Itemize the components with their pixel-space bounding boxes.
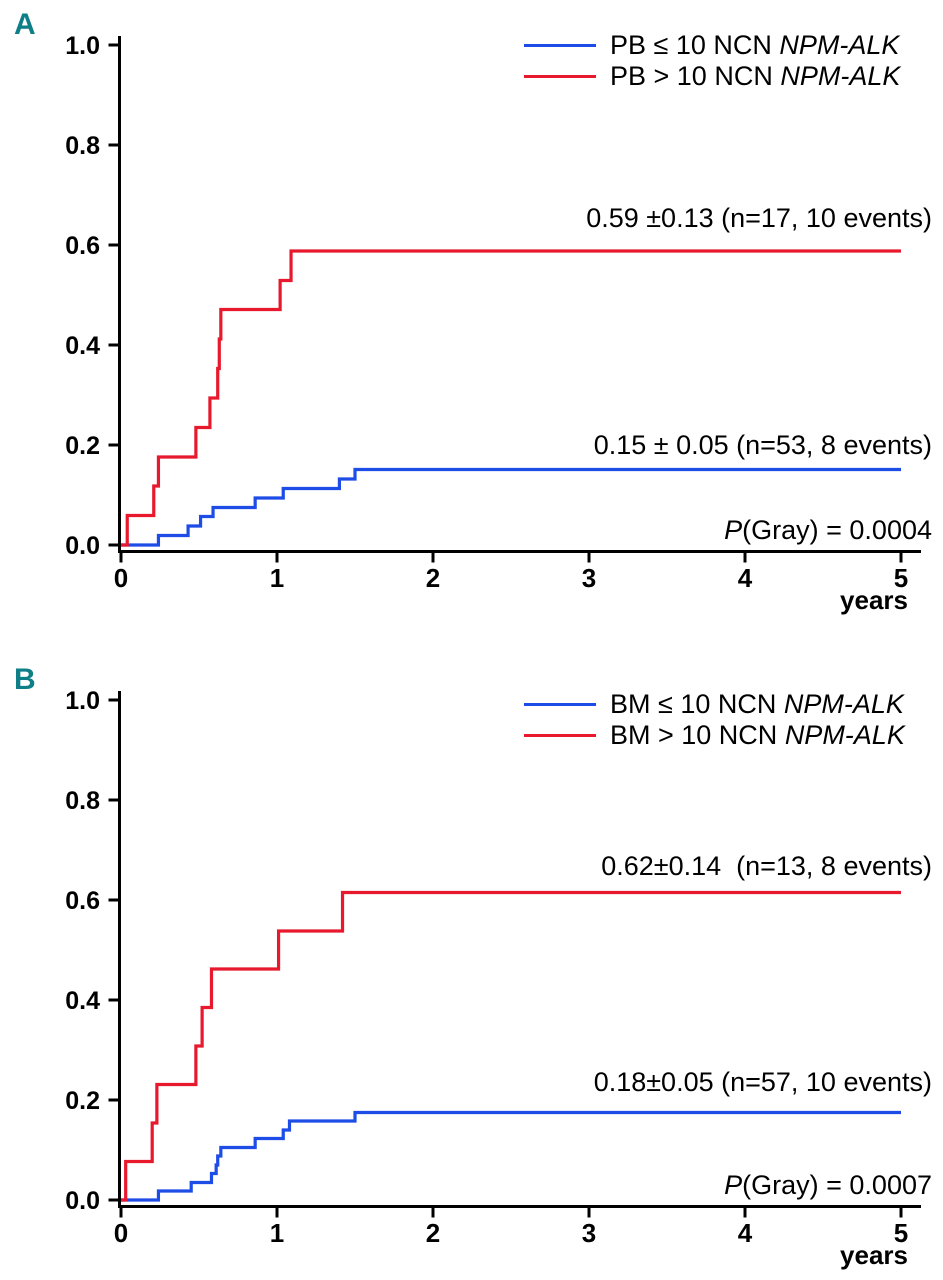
annotation-red-curve-A: 0.59 ±0.13 (n=17, 10 events) xyxy=(586,203,932,233)
panel-label-B: B xyxy=(14,663,36,696)
x-axis-title: years xyxy=(840,585,908,615)
p-value-B: P(Gray) = 0.0007 xyxy=(724,1170,932,1200)
x-tick-label: 1 xyxy=(270,563,284,593)
x-tick-label: 2 xyxy=(426,1218,440,1248)
y-tick-label: 1.0 xyxy=(65,687,100,715)
y-tick-label: 0.2 xyxy=(65,1087,100,1115)
y-tick-label: 1.0 xyxy=(65,32,100,60)
x-tick-label: 1 xyxy=(270,1218,284,1248)
chart-A: 0 1 2 3 4 5 1.0 0.8 0.6 0.4 0.2 0.0 years xyxy=(65,32,921,615)
p-value-A: P(Gray) = 0.0004 xyxy=(724,515,932,545)
gene-name-italic: NPM-ALK xyxy=(784,720,905,750)
x-tick-label: 5 xyxy=(894,563,908,593)
x-tick-label: 4 xyxy=(738,563,753,593)
gene-name-italic: NPM-ALK xyxy=(783,689,904,719)
panel-label-A: A xyxy=(14,8,36,41)
step-curve-red xyxy=(121,249,901,547)
x-tick-label: 0 xyxy=(114,563,128,593)
chart-B: 0 1 2 3 4 5 1.0 0.8 0.6 0.4 0.2 0.0 years xyxy=(65,687,921,1270)
annotation-blue-curve-A: 0.15 ± 0.05 (n=53, 8 events) xyxy=(593,430,932,460)
legend-label-blue: PB ≤ 10 NCN NPM-ALK xyxy=(610,30,900,60)
y-tick-label: 0.6 xyxy=(65,887,100,915)
legend-label-red: PB > 10 NCN NPM-ALK xyxy=(610,61,901,91)
step-curve-red xyxy=(121,890,901,1202)
legend-line-red xyxy=(524,75,596,78)
legend-item-blue: PB ≤ 10 NCN NPM-ALK xyxy=(524,30,900,61)
legend-line-blue xyxy=(524,703,596,706)
legend-item-red: BM > 10 NCN NPM-ALK xyxy=(524,720,905,751)
y-tick-label: 0.6 xyxy=(65,232,100,260)
y-tick-label: 0.8 xyxy=(65,787,100,815)
y-tick-label: 0.2 xyxy=(65,432,100,460)
x-tick-label: 0 xyxy=(114,1218,128,1248)
step-curve-blue xyxy=(121,467,901,547)
legend-item-blue: BM ≤ 10 NCN NPM-ALK xyxy=(524,689,905,720)
panel-B: B 0 1 2 3 4 5 1.0 0.8 0.6 0.4 0.2 0.0 years BM ≤ 10 … xyxy=(0,655,943,1280)
y-tick-label: 0.8 xyxy=(65,132,100,160)
step-curve-blue xyxy=(121,1110,901,1202)
x-axis-title: years xyxy=(840,1240,908,1270)
panel-A: A 0 1 2 3 4 5 1.0 0.8 0.6 0.4 0.2 0.0 years PB ≤ 10 … xyxy=(0,0,943,625)
legend-label-red: BM > 10 NCN NPM-ALK xyxy=(610,720,905,750)
y-tick-label: 0.4 xyxy=(65,987,100,1015)
legend-label-blue: BM ≤ 10 NCN NPM-ALK xyxy=(610,689,904,719)
annotation-blue-curve-B: 0.18±0.05 (n=57, 10 events) xyxy=(593,1067,932,1097)
legend-line-blue xyxy=(524,44,596,47)
legend-line-red xyxy=(524,734,596,737)
annotation-red-curve-B: 0.62±0.14 (n=13, 8 events) xyxy=(601,851,932,881)
gene-name-italic: NPM-ALK xyxy=(779,30,900,60)
y-tick-label: 0.0 xyxy=(65,532,100,560)
x-tick-label: 3 xyxy=(582,563,596,593)
x-tick-label: 4 xyxy=(738,1218,753,1248)
legend-B: BM ≤ 10 NCN NPM-ALK BM > 10 NCN NPM-ALK xyxy=(524,689,905,751)
legend-A: PB ≤ 10 NCN NPM-ALK PB > 10 NCN NPM-ALK xyxy=(524,30,900,92)
x-tick-label: 3 xyxy=(582,1218,596,1248)
x-tick-label: 2 xyxy=(426,563,440,593)
y-tick-label: 0.0 xyxy=(65,1187,100,1215)
legend-item-red: PB > 10 NCN NPM-ALK xyxy=(524,61,900,92)
x-tick-label: 5 xyxy=(894,1218,908,1248)
gene-name-italic: NPM-ALK xyxy=(780,61,901,91)
y-tick-label: 0.4 xyxy=(65,332,100,360)
